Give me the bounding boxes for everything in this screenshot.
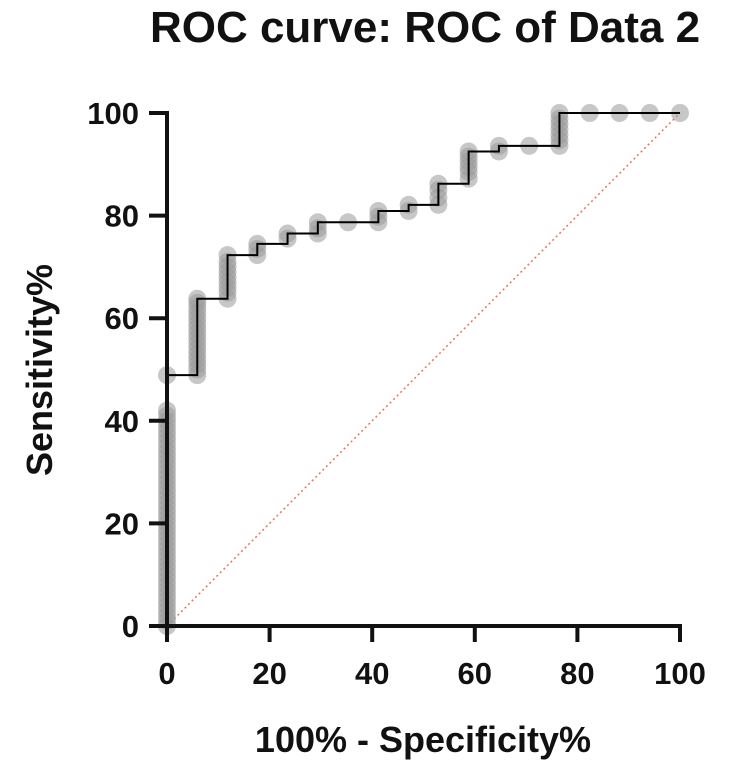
reference-diagonal-line [166,112,681,627]
x-tick-label: 80 [560,656,594,691]
y-tick-label: 20 [105,506,139,541]
x-axis-label: 100% - Specificity% [255,719,591,760]
y-tick-label: 40 [105,404,139,439]
y-axis-label: Sensitivity% [19,264,60,476]
axes: 0 20 40 60 80 100 0 20 40 60 80 100 [87,96,706,691]
x-tick-label: 40 [355,656,389,691]
y-tick-label: 100 [87,96,139,131]
x-tick-label: 60 [458,656,492,691]
chart-title: ROC curve: ROC of Data 2 [150,3,700,52]
y-tick-label: 60 [105,301,139,336]
x-tick-label: 20 [252,656,286,691]
reference-line-layer [166,112,681,627]
y-tick-label: 0 [122,609,139,644]
x-tick-label: 100 [654,656,706,691]
y-tick-label: 80 [105,199,139,234]
x-tick-label: 0 [158,656,175,691]
